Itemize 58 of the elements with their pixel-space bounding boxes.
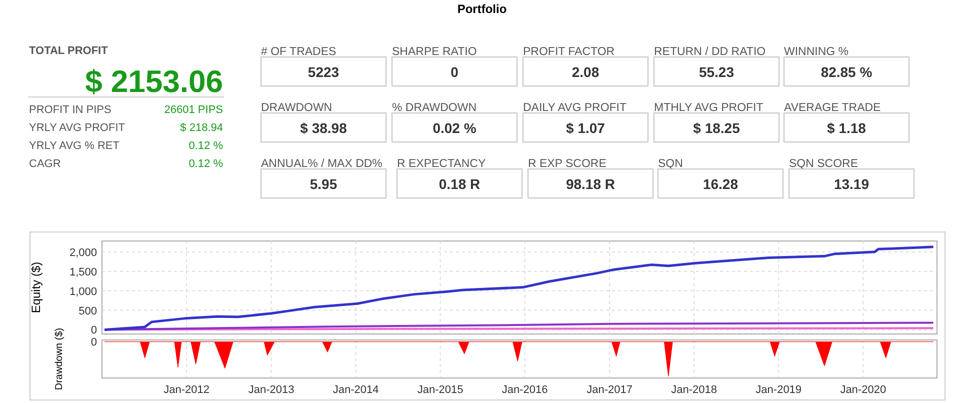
text: YRLY AVG PROFIT [29,122,126,134]
text: DRAWDOWN [261,102,332,114]
text: AVERAGE TRADE [784,102,882,114]
text: SHARPE RATIO [392,46,477,58]
text: $ 18.25 [693,120,740,136]
text: 0.12 % [188,140,224,152]
text: 16.28 [702,176,738,192]
text: $ 218.94 [180,122,223,134]
text: PROFIT IN PIPS [29,104,112,116]
text: TOTAL PROFIT [29,45,108,57]
y-axis-title: Drawdown ($) [54,328,65,390]
x-tick-label: Jan-2013 [248,384,294,396]
text: DAILY AVG PROFIT [523,102,627,114]
text: 2.08 [572,64,600,80]
text: 82.85 % [820,64,873,80]
text: MTHLY AVG PROFIT [654,102,764,114]
y-tick-label: 0 [90,324,97,337]
line-series [103,246,935,331]
text: 13.19 [834,176,870,192]
y-tick-label: 1,000 [69,286,97,298]
text: SQN [658,158,683,170]
text: 55.23 [698,64,734,80]
x-tick-label: Jan-2014 [332,384,379,396]
x-tick-label: Jan-2019 [756,384,802,396]
text: $ 38.98 [300,120,348,136]
x-tick-label: Jan-2020 [840,384,886,396]
y-tick-label: 500 [78,305,97,318]
text: # OF TRADES [261,46,337,58]
text: $ 2153.06 [85,64,223,99]
text: 98.18 R [566,176,616,192]
text: R EXP SCORE [528,158,607,170]
text: R EXPECTANCY [397,158,486,170]
text: SQN SCORE [789,158,858,170]
text: Portfolio [457,2,507,16]
text: WINNING % [784,46,849,58]
y-axis-title: Equity ($) [29,262,43,314]
text: 5223 [308,64,340,80]
y-tick-label: 2,000 [69,246,97,259]
text: 26601 PIPS [164,104,223,116]
x-tick-label: Jan-2018 [671,384,718,396]
text: $ 1.18 [827,120,866,136]
x-tick-label: Jan-2017 [586,384,633,396]
text: $ 1.07 [566,120,606,136]
text: 0 [450,64,459,80]
text: RETURN / DD RATIO [654,46,766,58]
text: 5.95 [310,176,338,192]
text: % DRAWDOWN [392,102,477,114]
text: 0.12 % [188,158,224,170]
text: CAGR [29,158,61,170]
text: 0.18 R [438,176,480,192]
x-tick-label: Jan-2012 [164,384,210,396]
text: ANNUAL% / MAX DD% [261,158,382,170]
text: YRLY AVG % RET [29,140,120,152]
x-tick-label: Jan-2016 [502,384,548,396]
y-tick-label: 1,500 [69,266,97,278]
x-tick-label: Jan-2015 [417,384,464,396]
text: 0.02 % [432,120,477,136]
text: PROFIT FACTOR [523,46,615,58]
